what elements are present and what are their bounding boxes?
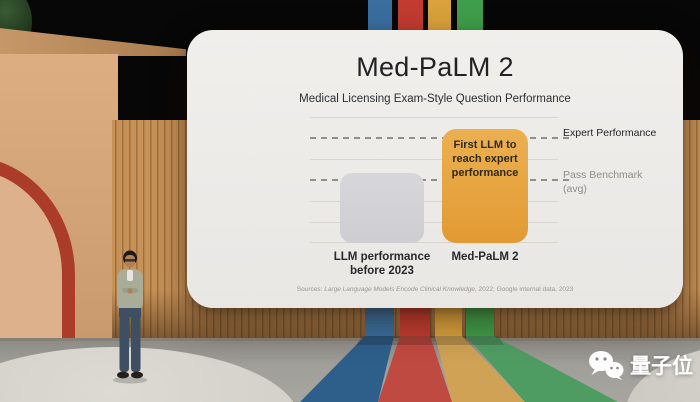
presenter-shirt: [127, 270, 133, 281]
presenter-leg-right: [131, 312, 141, 372]
slide-subtitle: Medical Licensing Exam-Style Question Pe…: [299, 93, 571, 105]
pillar-yellow-top: [428, 0, 451, 32]
reference-line-label: Pass Benchmark (avg): [563, 169, 643, 195]
presenter-glasses: [124, 259, 136, 262]
wechat-icon: [589, 351, 624, 380]
gridline: [310, 222, 558, 223]
presenter-shadow: [113, 376, 147, 384]
presenter-figure: [106, 248, 154, 388]
sources-suffix: , 2022; Google internal data, 2023: [474, 286, 574, 293]
presenter-shoe-right: [131, 371, 143, 379]
bar-label-llm-before-2023: LLM performance before 2023: [333, 251, 431, 278]
sources-paper-title: Large Language Models Encode Clinical Kn…: [324, 286, 475, 293]
presenter-hips: [119, 308, 141, 317]
reference-line: [310, 179, 572, 181]
floor-stripe-yellow: [435, 336, 525, 402]
gridline: [310, 159, 558, 160]
reference-line: [310, 137, 572, 139]
sources-note: Sources: Large Language Models Encode Cl…: [187, 286, 683, 293]
bar-label-med-palm-2: Med-PaLM 2: [451, 251, 519, 263]
presenter-shoe-left: [117, 371, 129, 379]
floor-stripe-green: [466, 336, 618, 402]
pillar-red-top: [398, 0, 423, 32]
watermark-text: 量子位: [630, 355, 693, 378]
reference-line-label: Expert Performance: [563, 127, 657, 139]
gridline: [310, 242, 558, 243]
bar-chart: First LLM to reach expert performance Pa…: [310, 117, 656, 243]
slide-title: Med-PaLM 2: [356, 52, 514, 82]
sources-prefix: Sources:: [296, 286, 325, 293]
gridline: [310, 117, 558, 118]
floor-stripe-step-shadow: [356, 336, 504, 345]
pillar-green-top: [457, 0, 483, 32]
watermark: 量子位: [588, 350, 693, 380]
bar-annotation: First LLM to reach expert performance: [451, 138, 519, 180]
bar-med-palm-2: First LLM to reach expert performance: [442, 128, 528, 243]
gridline: [310, 201, 558, 202]
presenter-illustration: [113, 250, 147, 384]
presenter-hands: [127, 288, 133, 294]
slide-card: Med-PaLM 2 Medical Licensing Exam-Style …: [187, 30, 683, 308]
reference-labels-layer: Pass Benchmark (avg) Expert Performance: [563, 117, 658, 243]
floor-stripe-red: [378, 336, 452, 402]
bar-llm-before-2023: [340, 173, 424, 243]
floor-stripe-blue: [300, 336, 394, 402]
presenter-leg-left: [119, 312, 129, 372]
pillar-blue-top: [368, 0, 392, 32]
